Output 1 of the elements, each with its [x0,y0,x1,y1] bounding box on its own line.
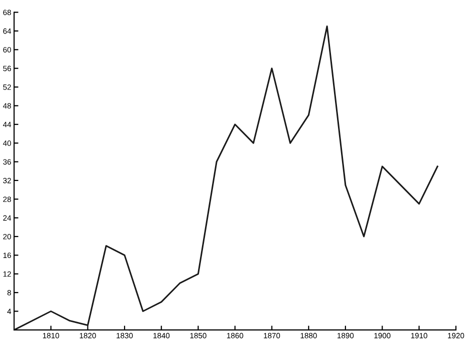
line-series [14,26,438,330]
